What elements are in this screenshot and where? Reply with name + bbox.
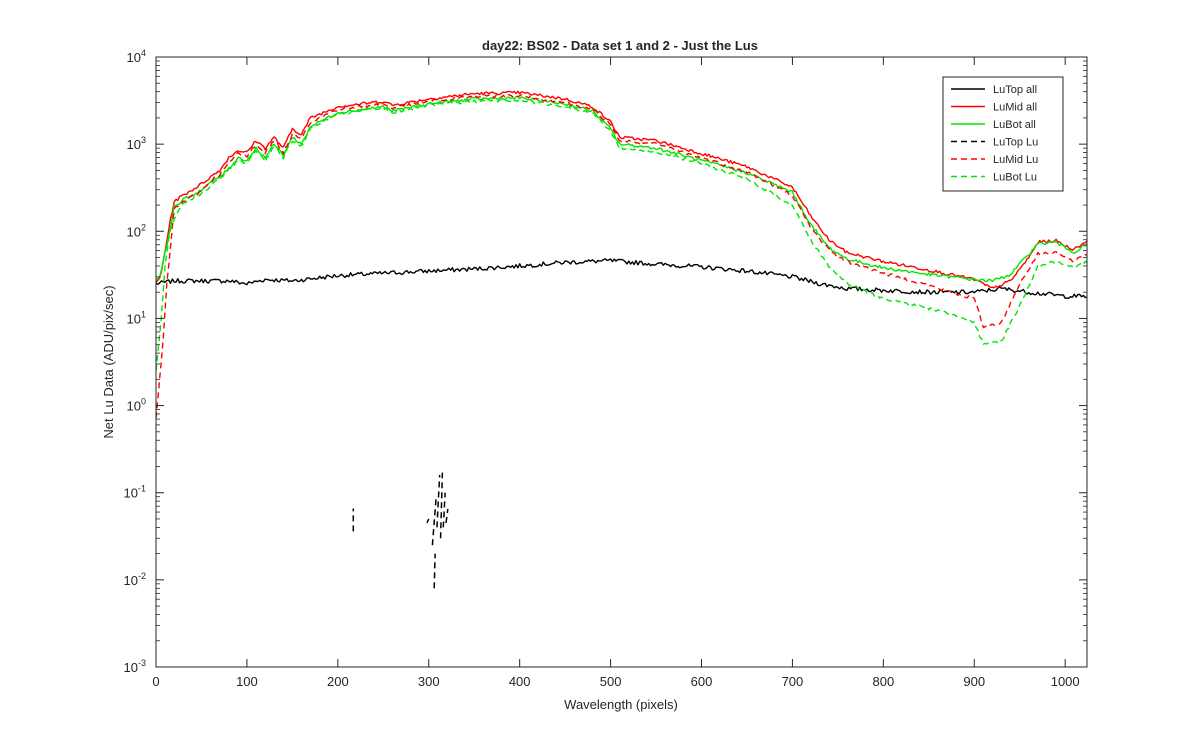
y-axis-label: Net Lu Data (ADU/pix/sec)	[101, 285, 116, 438]
x-tick-label: 100	[236, 674, 258, 689]
x-tick-label: 800	[872, 674, 894, 689]
y-tick-label: 101	[127, 309, 146, 326]
legend[interactable]: LuTop all LuMid all LuBot all LuTop Lu LuMid…	[942, 76, 1064, 192]
x-tick-label: 900	[963, 674, 985, 689]
legend-label-lumid-lu[interactable]: LuMid Lu	[993, 154, 1038, 166]
legend-label-lutop-all[interactable]: LuTop all	[993, 84, 1037, 96]
x-tick-label: 400	[509, 674, 531, 689]
legend-label-lubot-all[interactable]: LuBot all	[993, 119, 1036, 131]
x-tick-label: 0	[152, 674, 159, 689]
series-line-lumid-lu	[156, 94, 1087, 419]
y-tick-label: 100	[127, 397, 146, 414]
y-tick-label: 102	[127, 222, 146, 239]
series-line-lutop-lu-segment	[436, 474, 441, 528]
x-tick-label: 300	[418, 674, 440, 689]
series-line-lubot-all	[156, 95, 1087, 283]
axes-layer: 0 100 200 300 400 500 600 700 800 900 1000 10-3 10-2…	[124, 48, 1088, 689]
series-line-lutop-lu-segment	[442, 492, 446, 528]
y-tick-label: 10-2	[124, 571, 146, 588]
x-axis-label: Wavelength (pixels)	[564, 697, 678, 712]
axes-box	[155, 56, 1088, 668]
series-line-lubot-lu	[156, 98, 1087, 372]
series-line-lutop-lu-segment	[445, 508, 449, 524]
x-tick-label: 500	[600, 674, 622, 689]
series-line-lutop-lu-segment	[433, 553, 436, 589]
x-tick-label: 200	[327, 674, 349, 689]
legend-label-lutop-lu[interactable]: LuTop Lu	[993, 137, 1038, 149]
x-tick-label: 1000	[1051, 674, 1080, 689]
y-tick-label: 10-3	[124, 658, 146, 675]
x-tick-label: 700	[782, 674, 804, 689]
series-line-lutop-lu-segment	[431, 498, 437, 546]
plot-area	[156, 57, 1087, 667]
legend-box	[942, 76, 1064, 192]
series-line-lutop-lu-segment	[439, 472, 444, 539]
series-layer	[156, 90, 1087, 589]
y-tick-label: 103	[127, 135, 146, 152]
y-tick-label: 104	[127, 48, 146, 65]
x-tick-label: 600	[691, 674, 713, 689]
legend-label-lumid-all[interactable]: LuMid all	[993, 102, 1037, 114]
series-line-lumid-all	[156, 90, 1087, 289]
series-line-lutop-lu-segment	[426, 518, 430, 524]
chart-title: day22: BS02 - Data set 1 and 2 - Just th…	[482, 38, 758, 53]
series-line-lutop-all	[156, 258, 1087, 299]
legend-label-lubot-lu[interactable]: LuBot Lu	[993, 172, 1037, 184]
y-tick-label: 10-1	[124, 484, 146, 501]
